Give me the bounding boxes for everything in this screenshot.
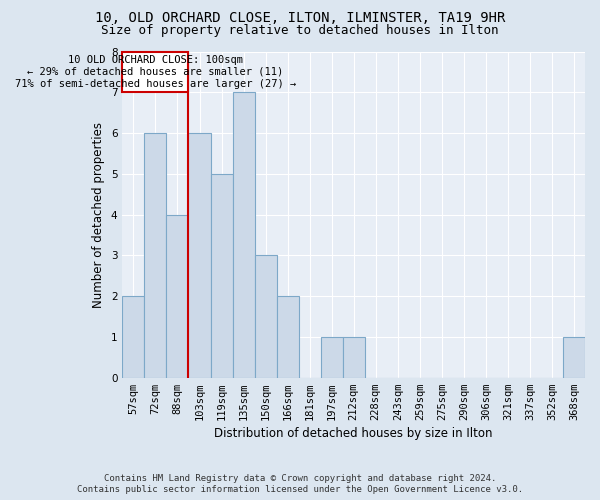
Bar <box>320 337 343 378</box>
Y-axis label: Number of detached properties: Number of detached properties <box>92 122 106 308</box>
Bar <box>211 174 233 378</box>
Bar <box>563 337 585 378</box>
Bar <box>343 337 365 378</box>
Bar <box>166 214 188 378</box>
Bar <box>233 92 254 378</box>
Text: Size of property relative to detached houses in Ilton: Size of property relative to detached ho… <box>101 24 499 37</box>
Text: ← 29% of detached houses are smaller (11): ← 29% of detached houses are smaller (11… <box>28 67 284 77</box>
Text: 10, OLD ORCHARD CLOSE, ILTON, ILMINSTER, TA19 9HR: 10, OLD ORCHARD CLOSE, ILTON, ILMINSTER,… <box>95 11 505 25</box>
FancyBboxPatch shape <box>122 52 188 92</box>
Bar <box>122 296 145 378</box>
Text: 71% of semi-detached houses are larger (27) →: 71% of semi-detached houses are larger (… <box>15 79 296 89</box>
Text: 10 OLD ORCHARD CLOSE: 100sqm: 10 OLD ORCHARD CLOSE: 100sqm <box>68 55 243 65</box>
Text: Contains HM Land Registry data © Crown copyright and database right 2024.
Contai: Contains HM Land Registry data © Crown c… <box>77 474 523 494</box>
Bar <box>254 256 277 378</box>
Bar <box>277 296 299 378</box>
Bar <box>188 133 211 378</box>
X-axis label: Distribution of detached houses by size in Ilton: Distribution of detached houses by size … <box>214 427 493 440</box>
Bar <box>145 133 166 378</box>
